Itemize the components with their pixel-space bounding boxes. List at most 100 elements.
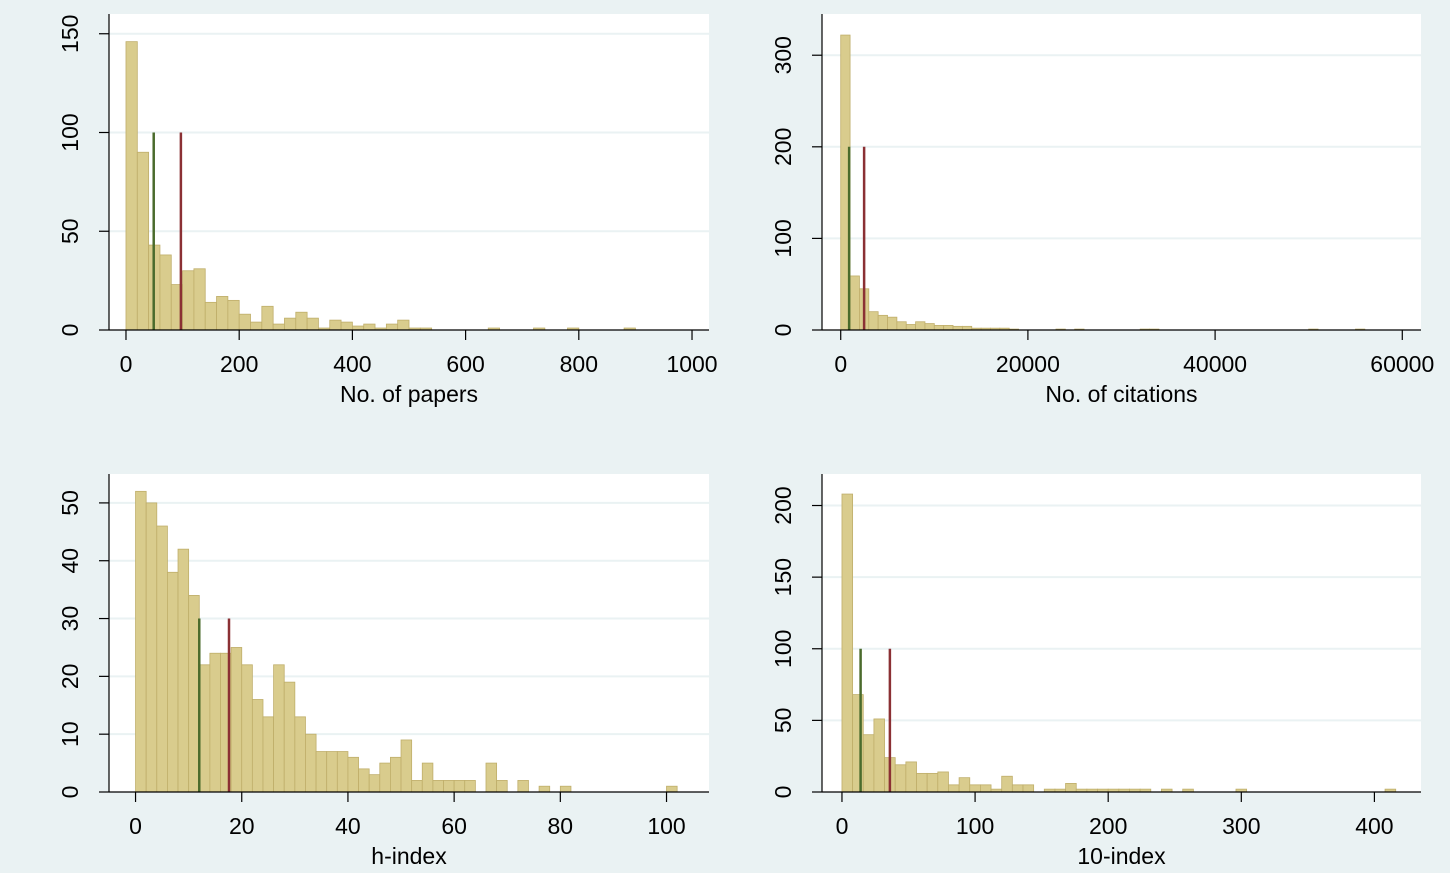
- histogram-bar: [230, 647, 243, 793]
- x-axis-title-h-index: h-index: [371, 843, 447, 868]
- histogram-bar: [877, 314, 888, 331]
- histogram-bar: [125, 41, 138, 331]
- y-tick-label: 200: [770, 486, 796, 524]
- x-tick-label: 100: [956, 813, 994, 839]
- y-tick-label: 50: [57, 490, 83, 516]
- histogram-bar: [198, 664, 211, 793]
- histogram-bar: [238, 313, 251, 331]
- histogram-bar: [943, 325, 954, 331]
- histogram-bar: [250, 321, 263, 331]
- histogram-bar: [272, 323, 285, 331]
- x-tick-label: 0: [836, 813, 849, 839]
- histogram-bar: [390, 756, 402, 793]
- histogram-bar: [915, 321, 926, 331]
- histogram-bar: [156, 525, 168, 793]
- histogram-bar: [924, 323, 935, 331]
- histogram-bar: [926, 772, 939, 793]
- histogram-bar: [969, 784, 981, 793]
- x-tick-label: 0: [834, 351, 847, 377]
- histogram-bar: [241, 664, 253, 793]
- y-tick-label: 0: [57, 786, 83, 799]
- histogram-bar: [379, 762, 391, 793]
- histogram-bar: [227, 299, 240, 331]
- histogram-bar: [485, 762, 498, 793]
- histogram-bar: [443, 780, 455, 793]
- histogram-bar: [432, 780, 444, 793]
- histogram-bar: [159, 254, 172, 331]
- y-tick-label: 20: [57, 664, 83, 690]
- histogram-bar: [145, 502, 158, 793]
- y-tick-label: 0: [770, 324, 796, 337]
- histogram-bar: [666, 785, 678, 793]
- panel-papers: 0 50 100 150 0 200 400 600 800 1000 No. of papers: [57, 14, 718, 407]
- histogram-bar: [167, 571, 179, 793]
- histogram-bar: [517, 780, 529, 793]
- x-axis-title-10-index: 10-index: [1077, 843, 1166, 868]
- x-tick-label: 300: [1222, 813, 1260, 839]
- y-tick-label: 50: [770, 708, 796, 734]
- histogram-bar: [340, 321, 353, 331]
- histogram-bar: [188, 595, 200, 793]
- histogram-bar: [363, 323, 376, 331]
- histogram-bar: [347, 756, 359, 793]
- x-tick-label: 200: [1089, 813, 1127, 839]
- histogram-bar: [958, 777, 971, 793]
- histogram-bar: [329, 319, 342, 331]
- histogram-bar: [305, 733, 317, 793]
- histogram-bar: [937, 771, 949, 793]
- histogram-bar: [538, 785, 551, 793]
- histogram-bar: [1001, 775, 1013, 793]
- histogram-bar: [136, 151, 150, 331]
- histogram-bar: [862, 734, 875, 793]
- x-tick-label: 0: [129, 813, 142, 839]
- y-tick-label: 10: [57, 721, 83, 747]
- histogram-bar: [1011, 784, 1024, 793]
- y-tick-label: 50: [57, 218, 83, 244]
- histogram-bar: [453, 780, 466, 793]
- panel-citations: 0 100 200 300 0 20000 40000 60000 No. of citatio…: [770, 14, 1434, 407]
- y-tick-label: 0: [57, 324, 83, 337]
- x-tick-label: 400: [333, 351, 371, 377]
- y-tick-label: 100: [770, 630, 796, 668]
- histogram-bar: [182, 270, 195, 331]
- histogram-bar: [887, 316, 898, 331]
- y-tick-label: 30: [57, 606, 83, 632]
- histogram-bar: [306, 317, 319, 331]
- histogram-bar: [948, 784, 960, 793]
- histogram-bar: [916, 772, 928, 793]
- x-tick-label: 0: [120, 351, 133, 377]
- histogram-bar: [251, 699, 264, 793]
- plot-area: [822, 14, 1421, 330]
- x-tick-label: 20000: [996, 351, 1060, 377]
- histogram-bar: [193, 268, 206, 331]
- histogram-bar: [905, 324, 916, 331]
- histogram-bar: [421, 762, 434, 793]
- histogram-bar: [385, 323, 399, 331]
- x-tick-label: 40: [335, 813, 361, 839]
- histogram-bar: [295, 311, 308, 331]
- histogram-bar: [1022, 784, 1035, 793]
- histogram-bar: [262, 716, 275, 793]
- y-tick-label: 40: [57, 548, 83, 574]
- histogram-bar: [261, 305, 274, 331]
- histogram-bar: [216, 296, 229, 331]
- histogram-bar: [284, 317, 297, 331]
- x-axis-title-papers: No. of papers: [340, 381, 478, 407]
- y-tick-label: 150: [57, 15, 83, 53]
- plot-area: [822, 474, 1421, 792]
- histogram-bar: [894, 764, 907, 793]
- y-tick-label: 300: [770, 36, 796, 74]
- x-tick-label: 100: [647, 813, 685, 839]
- x-tick-label: 600: [446, 351, 484, 377]
- panel-h-index: 0 10 20 30 40 50 0 20 40 60 80 100 h-index: [57, 474, 709, 869]
- panel-10-index: 0 50 100 150 200 0 100 200 300 400 10-index: [770, 474, 1421, 869]
- y-tick-label: 100: [770, 219, 796, 257]
- histogram-bar: [209, 652, 221, 793]
- x-tick-label: 60: [441, 813, 467, 839]
- histogram-bar: [411, 780, 423, 793]
- histogram-bar: [464, 780, 476, 793]
- histogram-bar: [135, 490, 147, 793]
- y-tick-label: 100: [57, 113, 83, 151]
- x-axis-title-citations: No. of citations: [1045, 381, 1197, 407]
- histogram-bar: [896, 321, 907, 331]
